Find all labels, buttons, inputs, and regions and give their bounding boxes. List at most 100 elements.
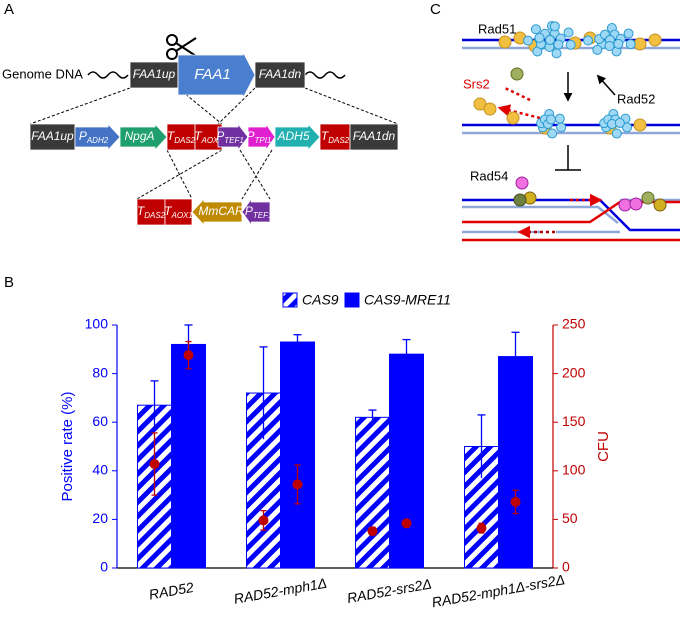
protein xyxy=(623,28,634,39)
y2-tick-label: 0 xyxy=(562,559,570,575)
protein xyxy=(563,27,574,38)
protein-label: Srs2 xyxy=(463,76,490,91)
protein xyxy=(515,176,529,190)
x-tick-label: RAD52 xyxy=(148,579,195,603)
panel-label: A xyxy=(4,1,14,18)
protein xyxy=(556,122,567,133)
gene-element xyxy=(74,122,121,152)
element-main: FAA1up xyxy=(31,129,74,143)
protein-label: Rad54 xyxy=(470,168,508,183)
gene-element xyxy=(217,122,249,152)
protein xyxy=(625,39,636,50)
protein xyxy=(498,35,512,49)
bar xyxy=(498,356,533,569)
gene-element xyxy=(274,122,321,152)
x-tick-label: RAD52-mph1Δ-srs2Δ xyxy=(431,571,566,610)
panel-label: C xyxy=(430,1,441,18)
y2-axis-label: CFU xyxy=(595,431,612,462)
element-label: PTEF1 xyxy=(245,204,273,220)
point xyxy=(510,496,521,507)
protein xyxy=(510,67,524,81)
protein xyxy=(633,118,647,132)
element-main: P xyxy=(79,129,87,143)
y-axis-label: Positive rate (%) xyxy=(59,391,76,501)
element-main: P xyxy=(216,129,224,143)
element-main: FAA1 xyxy=(194,66,230,83)
y2-tick-label: 50 xyxy=(562,510,578,526)
protein xyxy=(513,193,527,207)
gene-element xyxy=(194,123,223,151)
y-tick-label: 40 xyxy=(92,462,108,478)
element-main: T xyxy=(321,129,330,143)
y-tick-label: 60 xyxy=(92,413,108,429)
protein xyxy=(641,191,655,205)
gene-element xyxy=(349,123,399,151)
bar xyxy=(280,341,315,569)
gene-element xyxy=(119,122,168,152)
point xyxy=(401,518,412,529)
element-sub: DAS2 xyxy=(144,211,165,220)
protein xyxy=(613,38,624,49)
bar xyxy=(355,416,390,569)
y-tick-label: 20 xyxy=(92,510,108,526)
bar xyxy=(389,353,424,569)
element-label: TDAS2 xyxy=(167,129,196,145)
element-sub: DAS2 xyxy=(328,136,349,145)
scissors xyxy=(166,34,197,60)
gene-element xyxy=(191,197,243,227)
point xyxy=(149,458,160,469)
element-label: TAOX1 xyxy=(194,129,223,145)
element-main: NpgA xyxy=(124,129,154,143)
element-label: TDAS2 xyxy=(137,204,166,220)
protein xyxy=(592,44,603,55)
gene-element xyxy=(177,51,256,99)
element-main: FAA1dn xyxy=(353,129,396,143)
protein xyxy=(554,113,565,124)
point xyxy=(183,350,194,361)
y2-tick-label: 200 xyxy=(562,364,586,380)
panel-label: B xyxy=(4,274,14,291)
protein xyxy=(534,32,545,43)
element-label: FAA1dn xyxy=(259,67,302,81)
protein xyxy=(604,40,615,51)
dashed-lines xyxy=(29,87,399,200)
legend-swatch xyxy=(344,292,360,308)
element-main: T xyxy=(164,204,173,218)
element-main: T xyxy=(167,129,176,143)
element-label: NpgA xyxy=(124,129,154,143)
y-tick-label: 0 xyxy=(100,559,108,575)
x-tick-label: RAD52-mph1Δ xyxy=(232,575,328,607)
y2-tick-label: 250 xyxy=(562,316,586,332)
element-main: ADH5 xyxy=(276,129,309,143)
protein xyxy=(618,198,632,212)
point xyxy=(292,479,303,490)
dna-wave xyxy=(304,71,346,79)
protein xyxy=(633,37,647,51)
element-sub: AOX1 xyxy=(171,211,193,220)
genome-label: Genome DNA xyxy=(2,66,83,81)
y2-tick-label: 150 xyxy=(562,413,586,429)
protein xyxy=(547,128,558,139)
legend-label: CAS9 xyxy=(302,292,339,308)
element-sub: TEF1 xyxy=(253,211,273,220)
element-label: PADH2 xyxy=(79,129,109,145)
protein xyxy=(622,122,633,133)
protein xyxy=(614,117,625,128)
legend-label: CAS9-MRE11 xyxy=(364,292,451,308)
protein xyxy=(549,21,560,32)
bar xyxy=(171,343,206,569)
element-label: FAA1 xyxy=(194,66,230,83)
protein xyxy=(530,24,541,35)
protein xyxy=(551,48,562,59)
protein xyxy=(545,35,555,45)
element-sub: AOX1 xyxy=(201,136,223,145)
protein xyxy=(565,39,576,50)
element-label: FAA1up xyxy=(31,129,74,143)
element-label: TAOX1 xyxy=(164,204,193,220)
element-main: P xyxy=(245,204,253,218)
element-main: MmCAR xyxy=(198,204,244,218)
element-main: T xyxy=(137,204,146,218)
protein-label: Rad52 xyxy=(617,91,655,106)
protein xyxy=(523,35,534,46)
